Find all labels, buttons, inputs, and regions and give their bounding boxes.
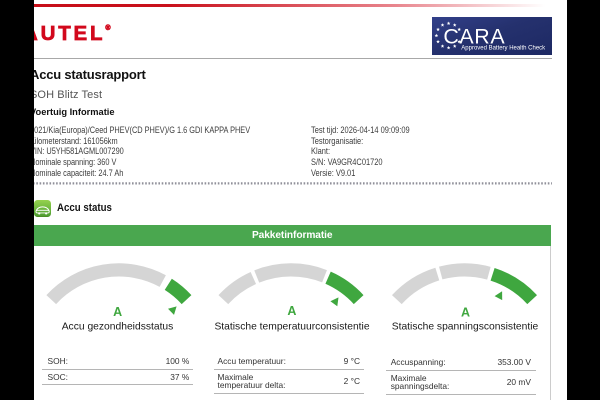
svg-text:Statische temperatuurconsisten: Statische temperatuurconsistentie bbox=[214, 322, 369, 333]
svg-text:A: A bbox=[287, 304, 296, 318]
svg-text:A: A bbox=[113, 305, 122, 319]
svg-text:CARA: CARA bbox=[443, 24, 505, 48]
svg-text:Statische spanningsconsistenti: Statische spanningsconsistentie bbox=[392, 322, 539, 333]
svg-text:A: A bbox=[461, 305, 470, 319]
svg-text:Accu gezondheidsstatus: Accu gezondheidsstatus bbox=[62, 322, 174, 333]
svg-text:Approved Battery Health Check: Approved Battery Health Check bbox=[461, 46, 545, 52]
